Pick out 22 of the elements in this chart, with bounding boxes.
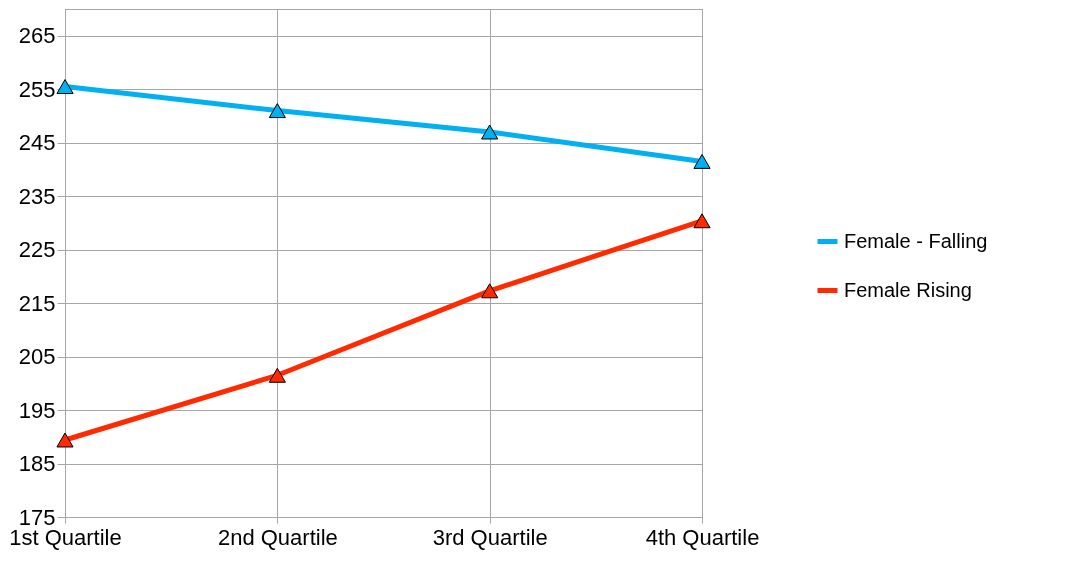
point [693,153,711,169]
y-tick-label: 225 [18,237,56,263]
y-tick-label: 245 [18,130,56,156]
y-tick-label: 255 [18,76,56,102]
point [481,283,499,299]
point [481,124,499,140]
point [56,432,74,448]
y-tick-label: 265 [18,23,56,49]
x-tick-label: 3rd Quartile [432,524,548,550]
x-tick-label: 2nd Quartile [217,524,338,550]
point [693,213,711,229]
legend-label: Female - Falling [844,229,988,252]
y-tick-label: 215 [18,290,56,316]
point [268,367,286,383]
y-tick-label: 235 [18,183,56,209]
y-tick-label: 195 [18,397,56,423]
legend-label: Female Rising [844,278,972,301]
y-tick-label: 205 [18,344,56,370]
x-tick-label: 4th Quartile [645,524,760,550]
point [268,103,286,119]
y-tick-label: 185 [18,451,56,477]
point [56,79,74,95]
